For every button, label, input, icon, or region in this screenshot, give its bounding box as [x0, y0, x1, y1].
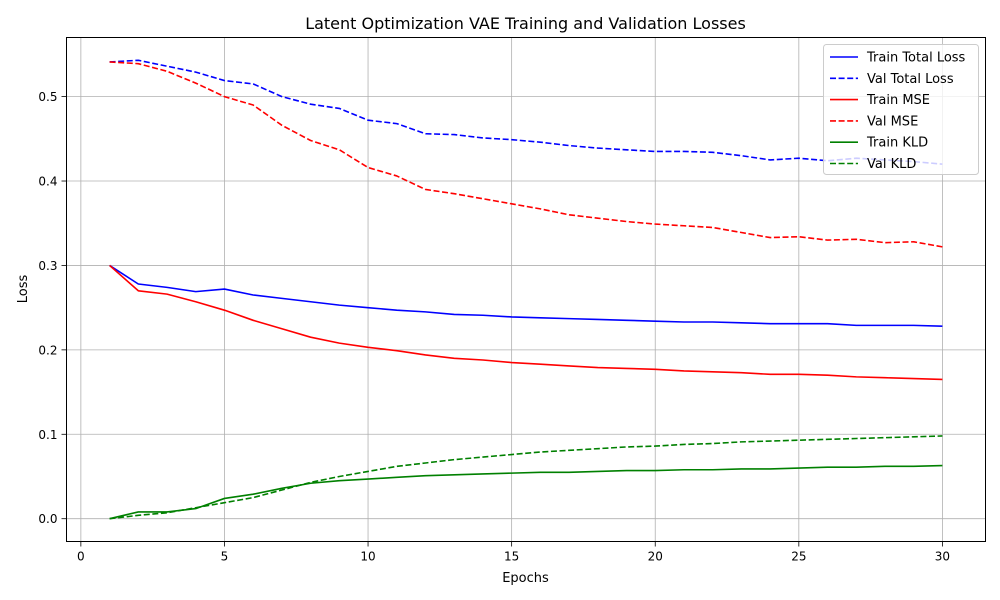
- legend-label: Train MSE: [866, 93, 930, 108]
- series-line-train-mse: [109, 264, 943, 381]
- series-line-train-total-loss: [109, 264, 943, 328]
- plot-frame: [66, 37, 986, 542]
- x-tick-label: 5: [221, 550, 229, 564]
- x-axis-label: Epochs: [502, 571, 549, 586]
- legend-label: Val KLD: [867, 157, 916, 172]
- y-tick-label: 0.1: [38, 428, 57, 442]
- x-tick-label: 10: [360, 550, 375, 564]
- y-tick-label: 0.0: [38, 512, 57, 526]
- chart-title: Latent Optimization VAE Training and Val…: [305, 14, 746, 33]
- series-line-train-kld: [109, 464, 943, 520]
- legend-label: Val MSE: [867, 114, 918, 129]
- axis-ticks: 0 5 10 15 20 25 30 0.0 0.1 0.2 0.3 0.4 0.5: [38, 90, 950, 563]
- series-line-val-total-loss: [109, 59, 943, 165]
- legend: Train Total Loss Val Total Loss Train MSE V…: [823, 44, 979, 175]
- legend-label: Val Total Loss: [867, 72, 954, 87]
- legend-label: Train Total Loss: [866, 51, 966, 66]
- y-tick-label: 0.5: [38, 90, 57, 104]
- x-tick-label: 15: [504, 550, 519, 564]
- y-tick-label: 0.4: [38, 175, 57, 189]
- x-tick-label: 25: [791, 550, 806, 564]
- y-tick-label: 0.2: [38, 343, 57, 357]
- x-tick-label: 30: [935, 550, 950, 564]
- series-line-val-mse: [109, 61, 943, 248]
- legend-box: [823, 44, 979, 175]
- y-tick-label: 0.3: [38, 259, 57, 273]
- series-line-val-kld: [109, 435, 943, 520]
- series-lines: [109, 59, 943, 520]
- x-tick-label: 0: [77, 550, 85, 564]
- x-tick-label: 20: [648, 550, 663, 564]
- legend-label: Train KLD: [866, 136, 928, 151]
- y-axis-label: Loss: [16, 275, 31, 304]
